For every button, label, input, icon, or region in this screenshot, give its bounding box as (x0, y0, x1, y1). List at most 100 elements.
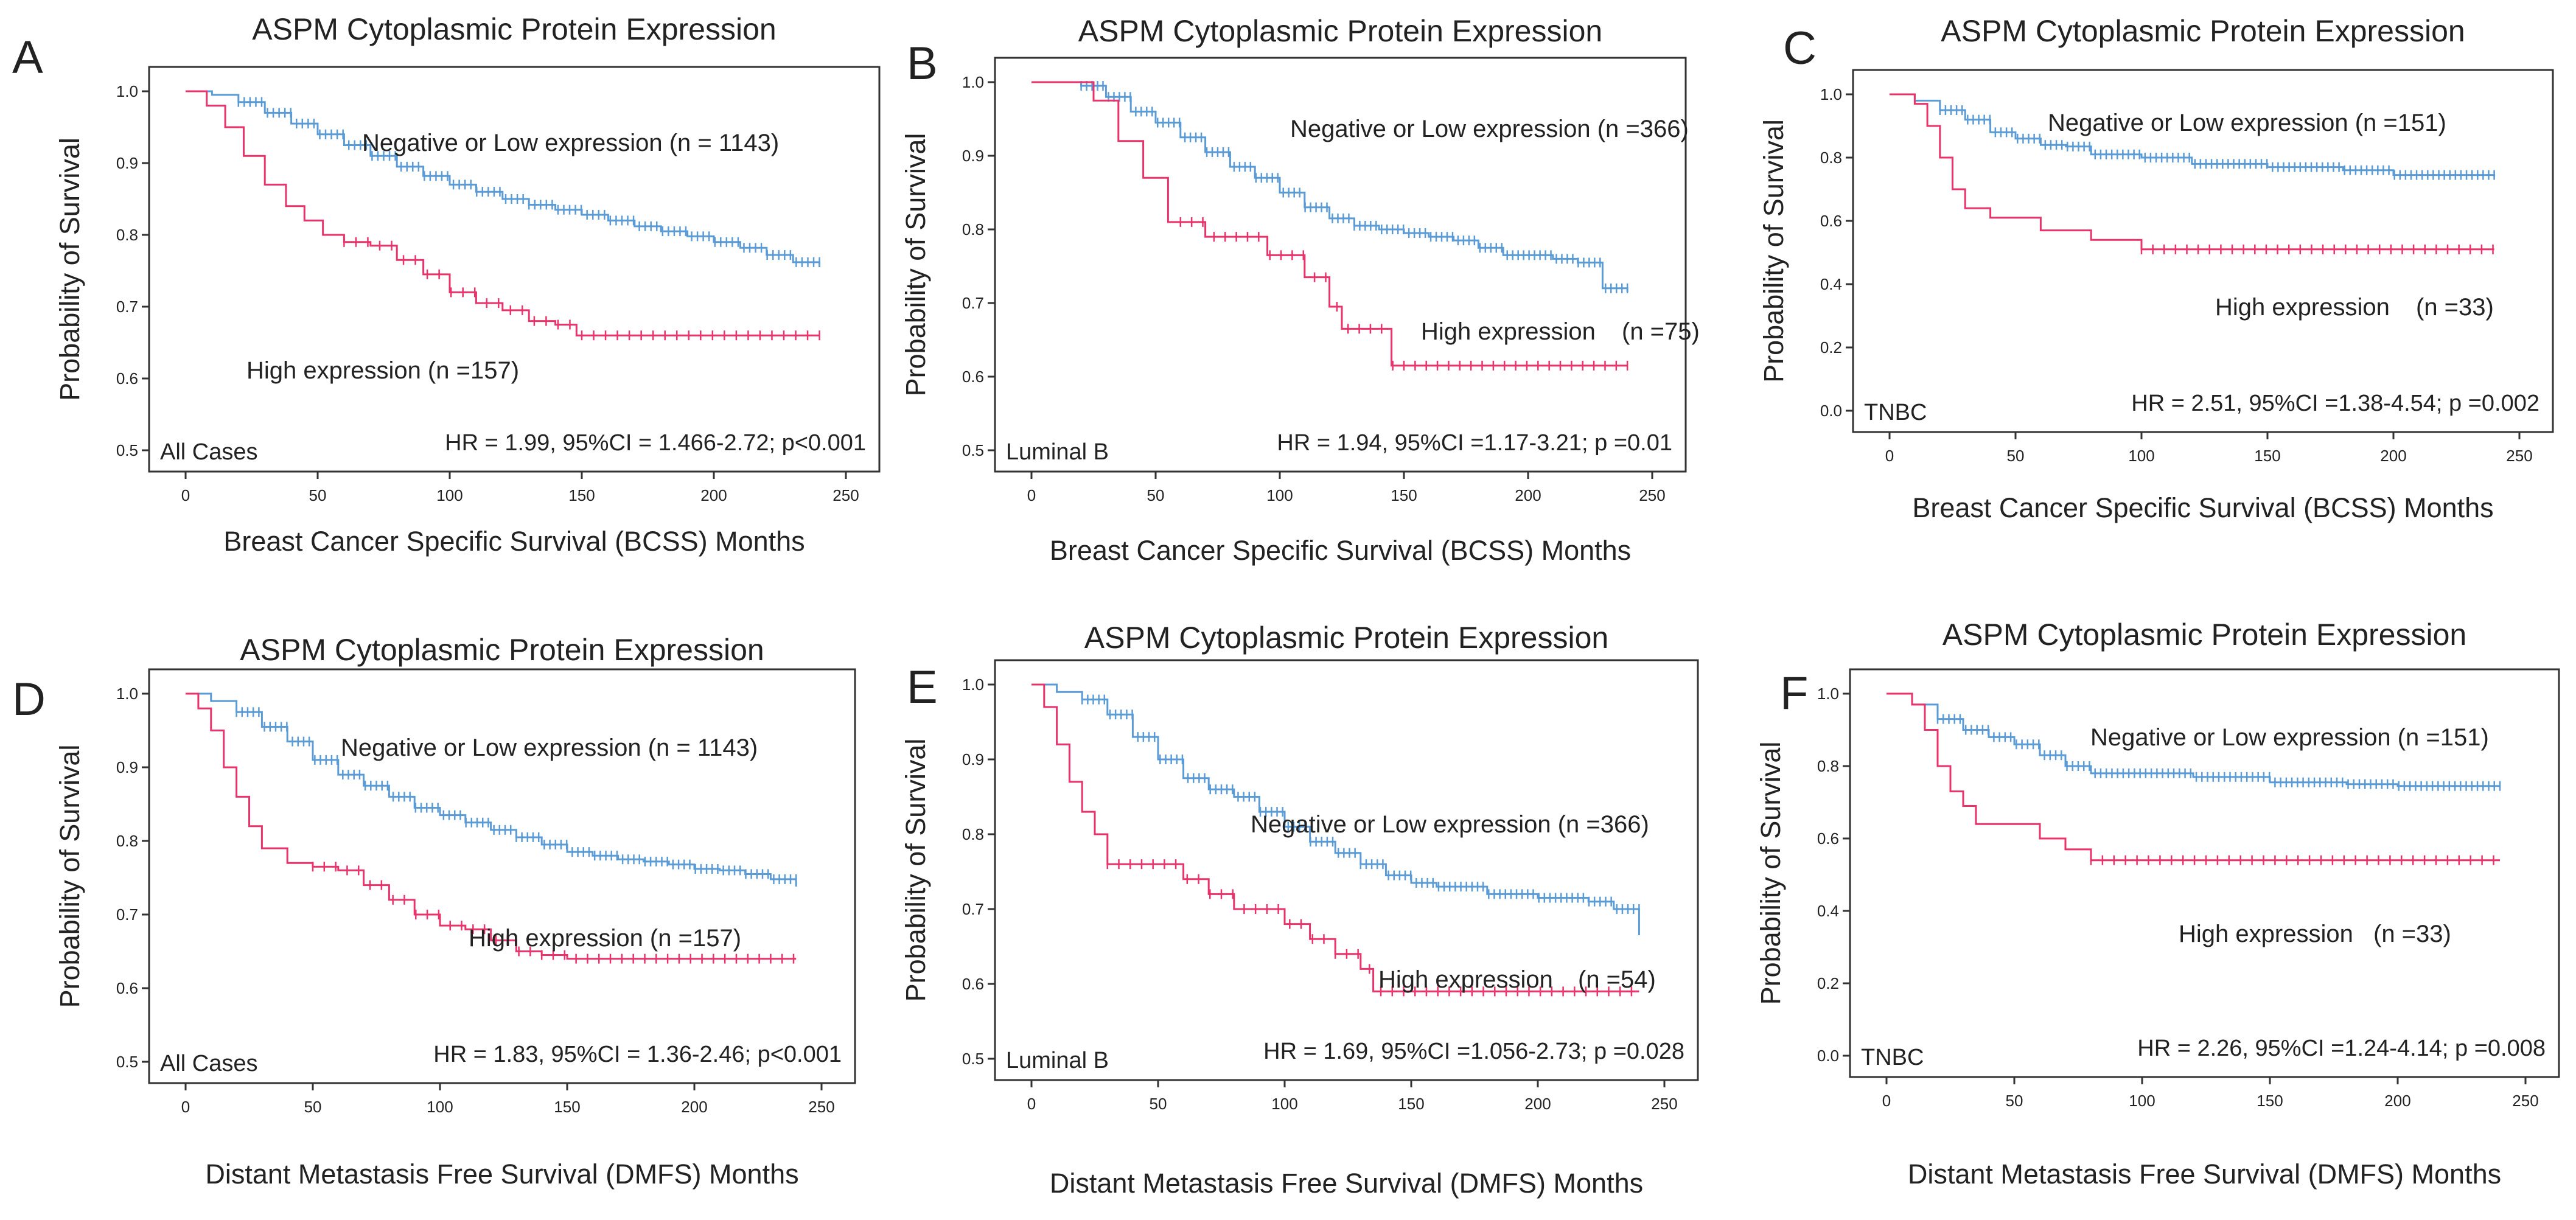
y-tick-label: 0.6 (1820, 212, 1842, 230)
legend-high-expression: High expression (2215, 294, 2390, 321)
survival-curve-high (186, 692, 797, 960)
stats-text: HR = 1.69, 95%CI =1.056-2.73; p =0.028 (1263, 1039, 1684, 1064)
x-tick-label: 250 (2506, 447, 2532, 465)
stats-text: HR = 1.99, 95%CI = 1.466-2.72; p<0.001 (445, 430, 866, 456)
x-tick-label: 100 (2128, 447, 2154, 465)
x-tick-label: 250 (808, 1098, 834, 1116)
survival-curve-low (1887, 692, 2500, 787)
y-axis-label: Probability of Survival (54, 745, 85, 1008)
plot-frame (1852, 69, 2554, 433)
x-tick-label: 200 (1524, 1095, 1551, 1113)
plot-frame (148, 66, 881, 473)
y-axis-label: Probability of Survival (54, 138, 85, 401)
legend-high-expression: High expression (2179, 921, 2353, 947)
y-tick-label: 0.5 (962, 1050, 984, 1068)
y-tick-label: 0.8 (1817, 757, 1839, 775)
y-tick-label: 0.6 (116, 979, 138, 997)
legend-high-n: (n =33) (2373, 921, 2451, 947)
y-tick-label: 0.7 (962, 900, 984, 918)
plot-frame (1849, 668, 2560, 1078)
x-tick-label: 100 (427, 1098, 453, 1116)
y-tick-label: 0.9 (962, 750, 984, 769)
plot-frame (994, 57, 1687, 473)
y-tick-label: 0.8 (116, 226, 138, 244)
x-tick-label: 50 (1147, 486, 1165, 504)
x-axis-label: Breast Cancer Specific Survival (BCSS) M… (1912, 492, 2493, 523)
stats-text: HR = 2.26, 95%CI =1.24-4.14; p =0.008 (2137, 1036, 2546, 1061)
group-label: Luminal B (1006, 1048, 1109, 1073)
y-tick-label: 1.0 (116, 685, 138, 703)
panel-label: C (1783, 23, 1817, 74)
x-tick-label: 100 (1266, 486, 1293, 504)
survival-curve-low (186, 692, 797, 887)
legend-low-expression: Negative or Low expression (n =151) (2090, 724, 2489, 751)
x-tick-label: 250 (1651, 1095, 1677, 1113)
chart-title: ASPM Cytoplasmic Protein Expression (1941, 14, 2465, 48)
x-axis-label: Distant Metastasis Free Survival (DMFS) … (205, 1159, 798, 1190)
panel-label: D (12, 674, 46, 725)
stats-text: HR = 1.83, 95%CI = 1.36-2.46; p<0.001 (433, 1042, 842, 1067)
x-tick-label: 50 (1150, 1095, 1167, 1113)
x-tick-label: 250 (832, 486, 859, 504)
y-tick-label: 0.9 (962, 147, 984, 165)
x-tick-label: 200 (1515, 486, 1541, 504)
y-tick-label: 0.2 (1817, 974, 1839, 992)
panel-label: A (12, 32, 43, 83)
x-axis-label: Breast Cancer Specific Survival (BCSS) M… (223, 526, 805, 557)
y-tick-label: 0.4 (1817, 902, 1839, 920)
panel-f: F ASPM Cytoplasmic Protein Expression 0.0 0… (1755, 618, 2560, 1190)
x-tick-label: 0 (1882, 1092, 1891, 1110)
y-tick-label: 0.7 (116, 905, 138, 924)
legend-low-expression: Negative or Low expression (n =151) (2048, 110, 2446, 136)
legend-high-n: (n =33) (2416, 294, 2494, 321)
x-tick-label: 0 (1027, 486, 1036, 504)
x-tick-label: 50 (2006, 1092, 2023, 1110)
panel-label: B (907, 38, 938, 89)
legend-high-expression: High expression (n =157) (246, 357, 519, 384)
x-tick-label: 0 (181, 486, 190, 504)
x-axis-label: Distant Metastasis Free Survival (DMFS) … (1908, 1159, 2501, 1190)
y-tick-label: 0.6 (1817, 829, 1839, 848)
survival-curve-high (1887, 692, 2500, 862)
y-tick-label: 0.9 (116, 154, 138, 172)
chart-title: ASPM Cytoplasmic Protein Expression (1084, 621, 1608, 655)
x-tick-label: 150 (1398, 1095, 1424, 1113)
stats-text: HR = 2.51, 95%CI =1.38-4.54; p =0.002 (2131, 391, 2539, 416)
group-label: All Cases (160, 439, 258, 465)
y-tick-label: 1.0 (1820, 85, 1842, 103)
panel-b: B ASPM Cytoplasmic Protein Expression 0.5 0… (900, 14, 1700, 566)
x-tick-label: 200 (2384, 1092, 2410, 1110)
x-tick-label: 0 (1027, 1095, 1036, 1113)
legend-high-n: (n =54) (1578, 966, 1656, 993)
y-tick-label: 0.0 (1820, 402, 1842, 420)
chart-title: ASPM Cytoplasmic Protein Expression (1942, 618, 2466, 652)
y-tick-label: 0.5 (116, 441, 138, 459)
x-tick-label: 150 (2257, 1092, 2283, 1110)
x-tick-label: 200 (2380, 447, 2406, 465)
y-axis-label: Probability of Survival (1755, 742, 1786, 1005)
chart-title: ASPM Cytoplasmic Protein Expression (240, 633, 764, 667)
x-tick-label: 150 (2254, 447, 2280, 465)
x-tick-label: 250 (2512, 1092, 2538, 1110)
survival-curve-low (1031, 683, 1640, 936)
x-tick-label: 0 (1885, 447, 1894, 465)
group-label: TNBC (1861, 1045, 1924, 1070)
y-axis-label: Probability of Survival (1758, 119, 1789, 383)
x-tick-label: 250 (1639, 486, 1665, 504)
survival-curve-low (186, 90, 821, 268)
stats-text: HR = 1.94, 95%CI =1.17-3.21; p =0.01 (1277, 430, 1672, 456)
survival-curve-high (1031, 683, 1639, 992)
legend-high-expression: High expression (n =157) (469, 925, 741, 952)
legend-low-expression: Negative or Low expression (n =366) (1251, 811, 1649, 838)
group-label: Luminal B (1006, 439, 1109, 465)
x-tick-label: 0 (181, 1098, 190, 1116)
x-tick-label: 150 (554, 1098, 580, 1116)
x-axis-label: Distant Metastasis Free Survival (DMFS) … (1050, 1168, 1643, 1199)
chart-title: ASPM Cytoplasmic Protein Expression (252, 12, 776, 46)
x-tick-label: 50 (309, 486, 327, 504)
y-axis-label: Probability of Survival (900, 133, 931, 397)
y-tick-label: 0.8 (962, 825, 984, 843)
legend-low-expression: Negative or Low expression (n = 1143) (341, 734, 758, 761)
group-label: All Cases (160, 1051, 258, 1076)
